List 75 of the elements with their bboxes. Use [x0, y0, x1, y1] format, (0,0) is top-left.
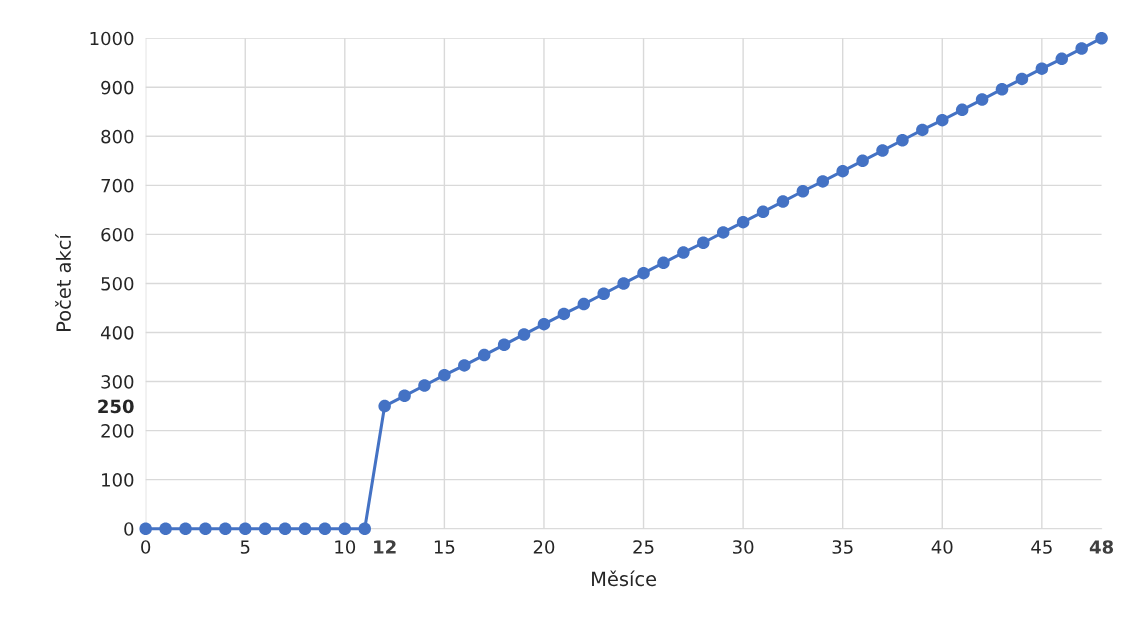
point: [756, 205, 770, 219]
point: [1035, 62, 1049, 75]
y-axis-title: Počet akcí: [55, 233, 71, 331]
x-tick-label: 25: [633, 540, 654, 554]
point: [139, 522, 152, 535]
point: [557, 307, 571, 321]
point: [1095, 31, 1108, 45]
y-tick-label: 1000: [90, 31, 134, 46]
x-tick-label: 45: [1031, 540, 1052, 554]
point: [278, 522, 292, 535]
x-tick-label: 5: [240, 540, 250, 554]
x-tick-label: 40: [931, 540, 953, 554]
point: [1055, 52, 1068, 66]
point: [458, 359, 471, 372]
y-tick-label: 700: [101, 178, 134, 193]
point: [796, 185, 810, 198]
y-tick-label: 600: [101, 227, 134, 242]
x-tick-label: 20: [533, 540, 555, 554]
point: [856, 154, 869, 168]
point: [537, 317, 551, 331]
point: [776, 195, 790, 208]
point: [816, 175, 830, 188]
x-tick-label: 48: [1089, 540, 1114, 554]
y-tick-label: 200: [101, 424, 134, 438]
point: [258, 522, 272, 535]
x-tick-label: 30: [733, 540, 754, 554]
point: [617, 277, 630, 290]
point: [438, 368, 451, 382]
point: [1015, 72, 1029, 86]
point: [716, 226, 730, 239]
point: [577, 297, 591, 311]
y-tick-label: 500: [101, 276, 134, 291]
x-axis-title: Měsíce: [592, 570, 657, 587]
point: [955, 103, 969, 117]
point: [238, 522, 252, 535]
point: [1075, 42, 1088, 55]
x-tick-label: 15: [434, 540, 455, 554]
point: [477, 348, 491, 362]
point: [896, 133, 909, 147]
point: [637, 266, 650, 280]
x-tick-label: 10: [335, 540, 356, 554]
x-tick-label: 0: [141, 540, 151, 554]
y-tick-label: 250: [98, 399, 134, 414]
point: [398, 389, 411, 403]
point: [975, 93, 989, 106]
point: [736, 215, 750, 229]
point: [836, 164, 849, 178]
point: [916, 123, 929, 137]
y-tick-label: 100: [102, 473, 134, 487]
point: [159, 522, 172, 535]
point: [418, 379, 431, 392]
y-tick-label: 800: [101, 129, 134, 144]
point: [179, 522, 192, 535]
point: [318, 522, 332, 535]
y-tick-label: 300: [101, 375, 134, 389]
point: [657, 256, 670, 270]
y-tick-label: 400: [100, 325, 134, 340]
y-tick-label: 0: [124, 522, 134, 536]
point: [497, 338, 511, 352]
y-tick-label: 900: [101, 80, 134, 95]
point: [517, 328, 531, 341]
x-tick-label: 35: [832, 540, 853, 554]
x-tick-label: 12: [374, 540, 396, 554]
point: [677, 246, 690, 259]
point: [219, 522, 232, 535]
point: [378, 399, 391, 413]
point: [338, 522, 352, 535]
point: [697, 236, 710, 249]
point: [597, 287, 610, 301]
point: [936, 113, 949, 127]
point: [199, 522, 212, 535]
point: [876, 144, 889, 157]
point: [358, 522, 371, 535]
point: [298, 522, 312, 535]
point: [995, 82, 1009, 96]
